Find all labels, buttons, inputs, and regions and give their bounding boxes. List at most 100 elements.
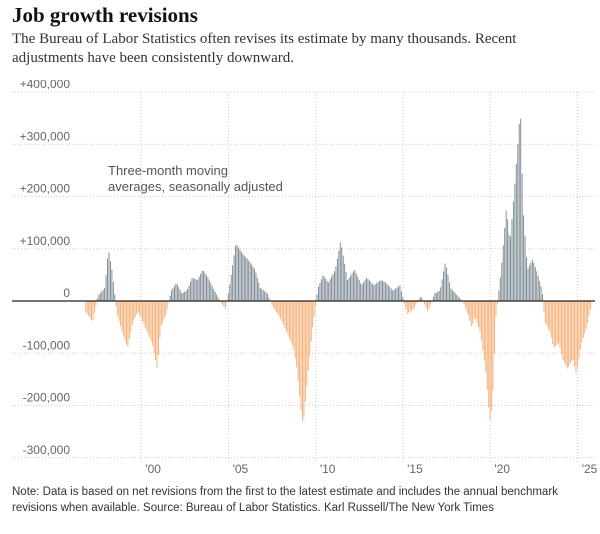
bar — [534, 267, 536, 302]
bar — [144, 301, 146, 328]
bar — [575, 301, 577, 373]
bar — [213, 289, 215, 302]
bar — [402, 297, 404, 302]
bar — [326, 280, 328, 302]
bar — [166, 301, 168, 309]
bar — [313, 301, 315, 317]
bar — [336, 258, 338, 302]
bar — [96, 298, 98, 302]
chart-note: Note: Data is based on net revisions fro… — [12, 486, 558, 514]
bar — [108, 252, 110, 302]
bar — [93, 301, 95, 314]
bar — [89, 301, 91, 318]
bar — [171, 290, 173, 302]
bar — [117, 301, 119, 317]
bar — [581, 301, 583, 342]
bar — [229, 284, 231, 302]
bar — [370, 282, 372, 302]
bar — [127, 301, 129, 347]
bar — [274, 301, 276, 310]
bar — [147, 301, 149, 335]
bar — [518, 123, 520, 302]
bar — [582, 301, 584, 338]
bar — [320, 279, 322, 302]
bar — [111, 269, 113, 302]
bar — [488, 301, 490, 408]
bar — [473, 301, 475, 320]
bar — [344, 263, 346, 302]
bar — [405, 301, 407, 310]
bar — [255, 272, 257, 302]
bar — [216, 294, 218, 302]
bar — [350, 275, 351, 302]
bar — [550, 301, 552, 338]
bar — [267, 293, 269, 302]
bar — [472, 301, 474, 324]
bar — [464, 301, 466, 308]
bar — [384, 282, 386, 302]
bar — [549, 301, 551, 332]
bar — [553, 301, 555, 348]
bar — [256, 277, 258, 302]
bar — [590, 301, 591, 310]
bar — [440, 287, 442, 302]
bar — [304, 301, 306, 402]
bar — [502, 245, 504, 302]
bar — [517, 144, 519, 302]
bar — [176, 284, 178, 302]
bar — [223, 301, 225, 307]
bar — [217, 297, 219, 302]
bar — [319, 282, 321, 302]
bar — [185, 291, 187, 302]
bar — [355, 273, 357, 302]
bar — [508, 234, 510, 302]
bar — [587, 301, 589, 323]
bar — [498, 290, 500, 302]
bar — [155, 301, 157, 361]
bar — [558, 301, 559, 344]
bar — [339, 242, 341, 302]
bar — [230, 274, 232, 302]
bar — [559, 301, 561, 349]
bar — [302, 301, 303, 422]
bar — [283, 301, 285, 325]
bar — [460, 299, 462, 302]
bar — [232, 265, 234, 302]
bar — [208, 280, 210, 302]
bar — [392, 290, 394, 302]
bar — [345, 271, 347, 302]
bar — [143, 301, 145, 325]
bar — [214, 291, 216, 302]
bar — [414, 301, 415, 308]
bar — [574, 301, 575, 367]
bar — [579, 301, 581, 350]
bar — [115, 301, 117, 307]
bar — [544, 301, 546, 324]
bar — [194, 278, 196, 302]
bar — [399, 285, 401, 302]
bar — [187, 289, 189, 302]
bar — [448, 282, 450, 302]
bar — [331, 276, 333, 302]
bar — [325, 278, 327, 302]
bar — [335, 266, 337, 302]
bar — [528, 265, 530, 302]
bar — [296, 301, 298, 368]
bar — [107, 258, 109, 302]
bar — [280, 301, 282, 320]
y-tick-label: +400,000 — [20, 80, 71, 91]
bar — [251, 264, 253, 302]
bar — [130, 301, 132, 333]
bar — [258, 282, 260, 302]
bar — [512, 201, 514, 302]
bar — [437, 291, 439, 302]
bar — [323, 276, 325, 302]
bar — [479, 301, 481, 332]
bar — [334, 271, 335, 302]
bar — [389, 286, 391, 302]
bar — [450, 288, 452, 302]
bar — [480, 301, 482, 341]
bar — [294, 301, 296, 359]
bar — [309, 301, 311, 357]
bar — [197, 279, 199, 302]
